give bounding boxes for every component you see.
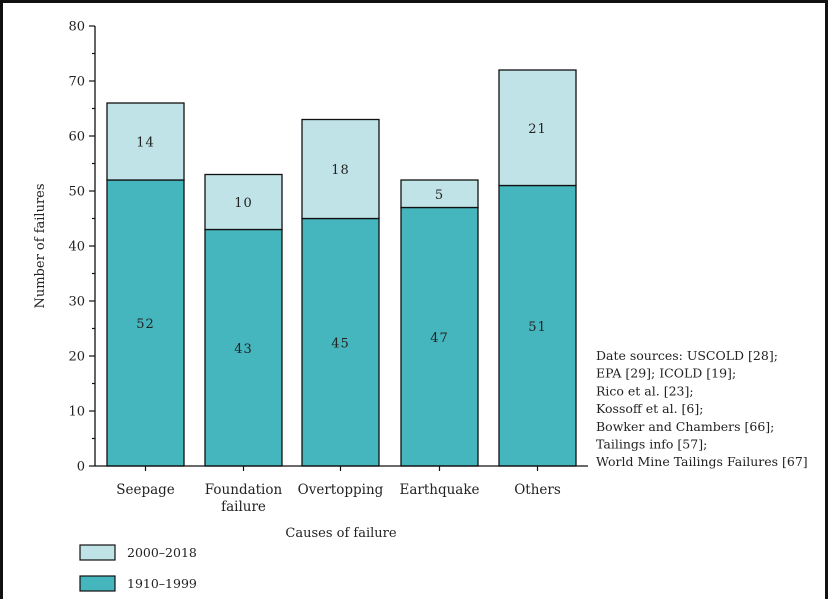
bars-layer (106, 69, 577, 467)
bar-foundation-failure-2000-2018 (204, 173, 283, 231)
x-tick-label: Overtopping (298, 482, 384, 498)
legend: 2000–2018 1910–1999 (79, 544, 197, 592)
legend-label: 2000–2018 (127, 545, 197, 560)
bar-others-2000-2018 (498, 69, 577, 187)
data-label: 43 (234, 342, 253, 357)
bar-earthquake-2000-2018 (400, 179, 479, 209)
bar-overtopping-1910-1999 (301, 217, 380, 467)
data-label: 18 (331, 163, 350, 178)
y-tick-label: 30 (68, 295, 85, 310)
x-tick-label: Earthquake (399, 482, 479, 498)
y-tick-label: 70 (68, 75, 85, 90)
x-axis-title: Causes of failure (285, 526, 396, 541)
source-notes: Date sources: USCOLD [28]; EPA [29]; ICOL… (596, 348, 808, 469)
data-label: 47 (430, 331, 449, 346)
x-tick-label: Others (514, 482, 561, 498)
source-note-line: Tailings info [57]; (596, 437, 707, 452)
bar-seepage-2000-2018 (106, 102, 185, 181)
data-labels-layer: 52 14 43 10 45 18 47 5 51 21 (136, 122, 547, 357)
x-tick-label: failure (221, 499, 266, 515)
bar-overtopping-2000-2018 (301, 118, 380, 220)
bar-others-1910-1999 (498, 184, 577, 467)
legend-swatch (79, 544, 116, 561)
y-tick-label: 40 (68, 240, 85, 255)
bar-seepage-1910-1999 (106, 179, 185, 467)
source-note-line: Kossoff et al. [6]; (596, 401, 703, 416)
y-tick-label: 0 (77, 460, 85, 475)
data-label: 51 (528, 320, 547, 335)
data-label: 10 (234, 196, 253, 211)
x-tick-label: Foundation (205, 482, 283, 498)
y-tick-label: 20 (68, 350, 85, 365)
y-tick-label: 80 (68, 20, 85, 35)
source-note-line: World Mine Tailings Failures [67] (596, 454, 808, 469)
axes-layer: 0 10 20 30 40 50 60 70 80 Seepage Foundationfailur… (33, 20, 588, 541)
bar-earthquake-1910-1999 (400, 206, 479, 467)
source-note-line: Date sources: USCOLD [28]; (596, 348, 778, 363)
data-label: 45 (331, 336, 350, 351)
source-note-line: Rico et al. [23]; (596, 383, 694, 398)
y-axis-title: Number of failures (33, 183, 48, 308)
y-tick-label: 10 (68, 405, 85, 420)
y-tick-label: 60 (68, 130, 85, 145)
source-note-line: Bowker and Chambers [66]; (596, 419, 774, 434)
legend-swatch (79, 575, 116, 592)
data-label: 14 (136, 136, 155, 151)
legend-label: 1910–1999 (127, 576, 197, 591)
y-tick-label: 50 (68, 185, 85, 200)
data-label: 52 (136, 317, 155, 332)
data-label: 5 (435, 188, 444, 203)
x-tick-label: Seepage (116, 482, 175, 498)
data-label: 21 (528, 122, 547, 137)
source-note-line: EPA [29]; ICOLD [19]; (596, 366, 736, 381)
bar-foundation-failure-1910-1999 (204, 228, 283, 467)
